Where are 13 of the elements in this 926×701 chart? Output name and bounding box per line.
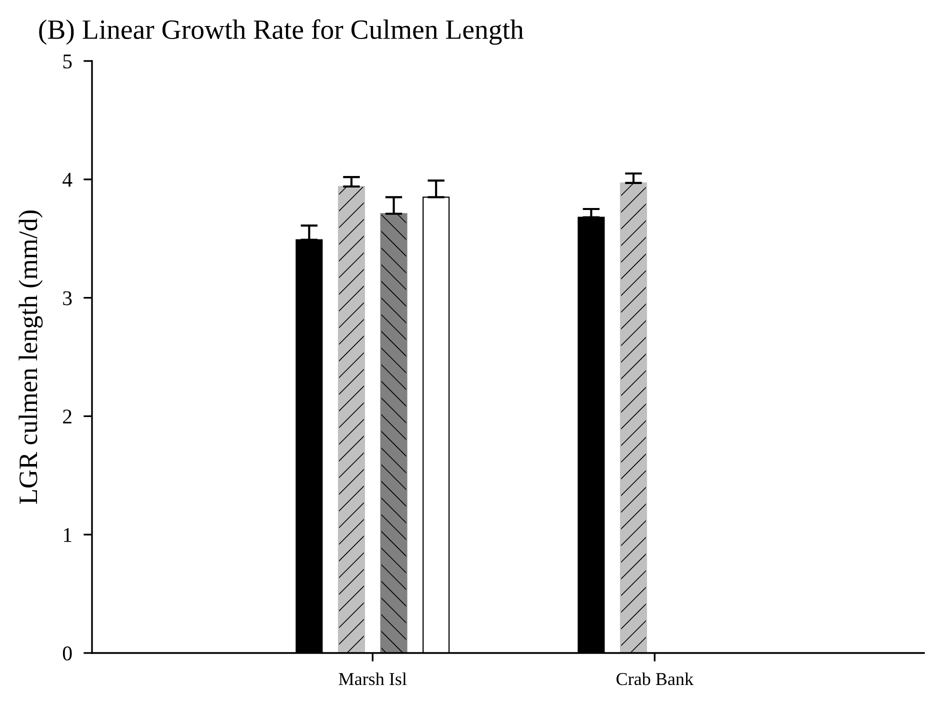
y-axis-title: LGR culmen length (mm/d) xyxy=(18,210,43,504)
bar xyxy=(338,186,365,653)
x-tick-label: Marsh Isl xyxy=(338,672,407,686)
y-tick-label: 3 xyxy=(63,291,72,306)
bar xyxy=(620,182,648,653)
y-tick-label: 0 xyxy=(62,646,72,660)
y-tick-label: 4 xyxy=(62,172,72,187)
chart-title: (B) Linear Growth Rate for Culmen Length xyxy=(39,19,524,45)
bar xyxy=(380,213,408,653)
x-tick-label: Crab Bank xyxy=(616,672,694,686)
y-tick-label: 1 xyxy=(64,528,72,542)
y-tick-label: 2 xyxy=(63,410,72,424)
y-tick-label: 5 xyxy=(63,54,72,68)
